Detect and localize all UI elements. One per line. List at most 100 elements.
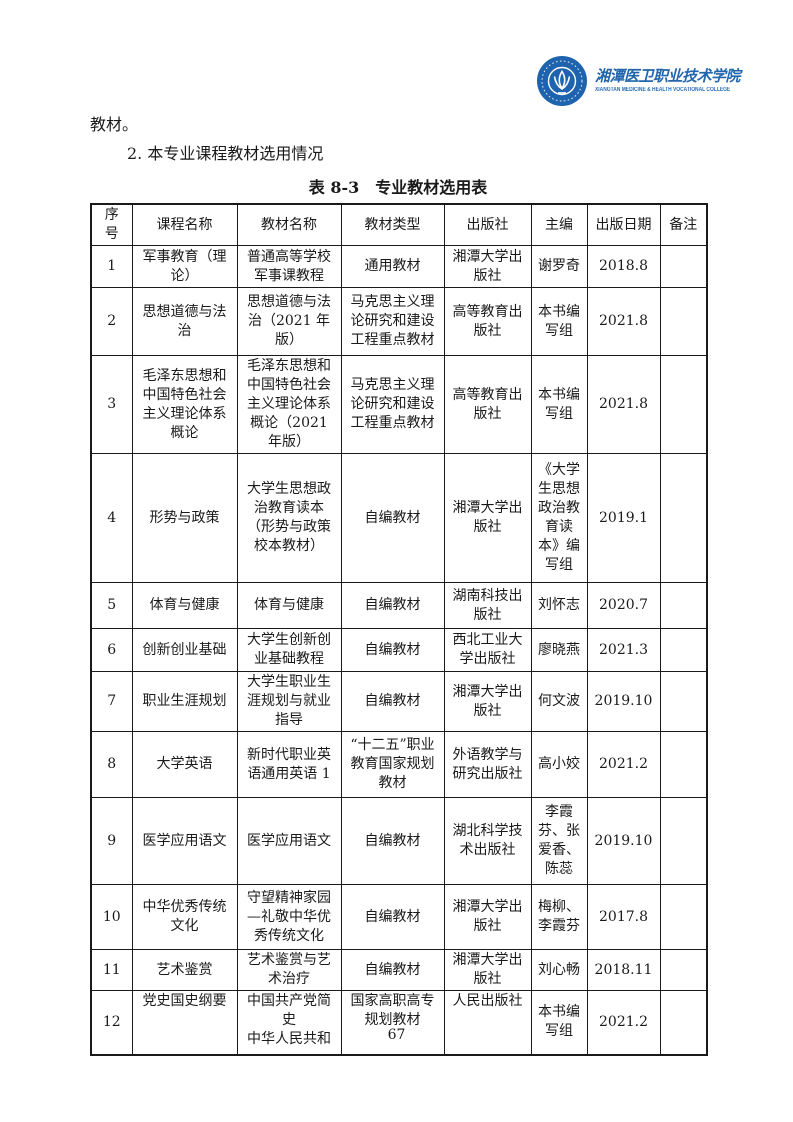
- table-cell: [659, 453, 708, 583]
- college-logo: 湘潭医卫职业技术学院 XIANGTAN MEDICINE & HEALTH VO…: [536, 55, 760, 107]
- table-cell: 2018.11: [586, 949, 661, 991]
- table-cell: 2021.8: [586, 287, 661, 356]
- table-cell: 2019.1: [586, 453, 661, 583]
- table-cell: 湖南科技出版社: [443, 582, 532, 629]
- page-number: 67: [387, 1027, 406, 1043]
- table-cell: 军事教育（理论）: [131, 245, 238, 288]
- table-row: 7 职业生涯规划 大学生职业生涯规划与就业指导 自编教材 湘潭大学出版社 何文波 2019.…: [90, 671, 708, 732]
- table-cell: [659, 355, 708, 454]
- table-cell: 毛泽东思想和中国特色社会主义理论体系概论: [131, 355, 238, 454]
- table-cell: 湘潭大学出版社: [443, 453, 532, 583]
- table-cell: 外语教学与研究出版社: [443, 731, 532, 798]
- table-cell: 湘潭大学出版社: [443, 949, 532, 991]
- table-cell: 自编教材: [340, 453, 445, 583]
- table-cell: 人民出版社: [443, 990, 532, 1055]
- table-row: 5 体育与健康 体育与健康 自编教材 湖南科技出版社 刘怀志 2020.7: [90, 582, 708, 629]
- section-heading: 2. 本专业课程教材选用情况: [127, 144, 324, 163]
- table-cell: 湘潭大学出版社: [443, 884, 532, 950]
- header-cell: 教材类型: [340, 203, 445, 246]
- table-cell: 新时代职业英语通用英语 1: [236, 731, 342, 798]
- table-cell: 2021.2: [586, 731, 661, 798]
- table-cell: 2020.7: [586, 582, 661, 629]
- table-row: 11 艺术鉴赏 艺术鉴赏与艺术治疗 自编教材 湘潭大学出版社 刘心畅 2018.11: [90, 949, 708, 991]
- header-cell: 出版社: [443, 203, 532, 246]
- table-cell: 2021.3: [586, 628, 661, 672]
- table-caption: 表 8-3 专业教材选用表: [308, 178, 488, 197]
- table-cell: [659, 949, 708, 991]
- table-cell: 大学生创新创业基础教程: [236, 628, 342, 672]
- table-cell: 2019.10: [586, 671, 661, 732]
- table-cell: 6: [90, 628, 133, 672]
- header-cell: 出版日期: [586, 203, 661, 246]
- table-cell: 9: [90, 797, 133, 885]
- header-cell: 主编: [530, 203, 588, 246]
- table-cell: 马克思主义理论研究和建设工程重点教材: [340, 355, 445, 454]
- table-cell: 中华优秀传统文化: [131, 884, 238, 950]
- table-cell: 湘潭大学出版社: [443, 245, 532, 288]
- table-cell: 2018.8: [586, 245, 661, 288]
- table-cell: 创新创业基础: [131, 628, 238, 672]
- table-cell: [659, 884, 708, 950]
- table-cell: 职业生涯规划: [131, 671, 238, 732]
- table-cell: 刘心畅: [530, 949, 588, 991]
- table-cell: 自编教材: [340, 797, 445, 885]
- table-row: 10 中华优秀传统文化 守望精神家园—礼敬中华优秀传统文化 自编教材 湘潭大学出版社 梅柳…: [90, 884, 708, 950]
- table-cell: 自编教材: [340, 628, 445, 672]
- table-cell: 何文波: [530, 671, 588, 732]
- table-cell: 8: [90, 731, 133, 798]
- header-cell: 备注: [659, 203, 708, 246]
- table-cell: 刘怀志: [530, 582, 588, 629]
- table-cell: 2021.8: [586, 355, 661, 454]
- header-cell: 教材名称: [236, 203, 342, 246]
- table-cell: 思想道德与法治: [131, 287, 238, 356]
- table-row: 8 大学英语 新时代职业英语通用英语 1 “十二五”职业教育国家规划教材 外语教学与研究…: [90, 731, 708, 798]
- table-cell: 思想道德与法治（2021 年版）: [236, 287, 342, 356]
- table-cell: 高等教育出版社: [443, 287, 532, 356]
- table-cell: 2: [90, 287, 133, 356]
- textbook-table: 序号 课程名称 教材名称 教材类型 出版社 主编 出版日期 备注 1 军事教育（理论） 普通高等学…: [90, 203, 708, 1056]
- table-cell: 2021.2: [586, 990, 661, 1055]
- college-name-cn: 湘潭医卫职业技术学院: [595, 67, 741, 85]
- table-cell: “十二五”职业教育国家规划教材: [340, 731, 445, 798]
- table-cell: 党史国史纲要: [131, 990, 238, 1055]
- table-cell: 高小姣: [530, 731, 588, 798]
- table-cell: [659, 287, 708, 356]
- table-row: 6 创新创业基础 大学生创新创业基础教程 自编教材 西北工业大学出版社 廖晓燕 2021.3: [90, 628, 708, 672]
- table-cell: 谢罗奇: [530, 245, 588, 288]
- table-cell: 湖北科学技术出版社: [443, 797, 532, 885]
- table-row: 12 党史国史纲要 中国共产党简 史 中华人民共和 国家高职高专规划教材 人民出版社 本书…: [90, 990, 708, 1055]
- table-cell: 李霞芬、张爱香、陈蕊: [530, 797, 588, 885]
- table-cell: 2017.8: [586, 884, 661, 950]
- table-cell: [659, 797, 708, 885]
- header-cell: 课程名称: [131, 203, 238, 246]
- table-row: 9 医学应用语文 医学应用语文 自编教材 湖北科学技术出版社 李霞芬、张爱香、陈蕊 2019…: [90, 797, 708, 885]
- table-cell: 7: [90, 671, 133, 732]
- table-cell: 艺术鉴赏与艺术治疗: [236, 949, 342, 991]
- table-row: 1 军事教育（理论） 普通高等学校军事课教程 通用教材 湘潭大学出版社 谢罗奇 2018.8: [90, 245, 708, 288]
- table-cell: 本书编写组: [530, 990, 588, 1055]
- table-cell: [659, 731, 708, 798]
- table-cell: [659, 628, 708, 672]
- header-cell: 序号: [90, 203, 133, 246]
- table-cell: 国家高职高专规划教材: [340, 990, 445, 1055]
- table-cell: 大学英语: [131, 731, 238, 798]
- table-cell: 普通高等学校军事课教程: [236, 245, 342, 288]
- table-cell: 《大学生思想政治教育读本》编写组: [530, 453, 588, 583]
- table-cell: 湘潭大学出版社: [443, 671, 532, 732]
- table-cell: 医学应用语文: [236, 797, 342, 885]
- table-row: 3 毛泽东思想和中国特色社会主义理论体系概论 毛泽东思想和中国特色社会主义理论体系概…: [90, 355, 708, 454]
- table-row: 4 形势与政策 大学生思想政治教育读本（形势与政策校本教材） 自编教材 湘潭大学出版社《…: [90, 453, 708, 583]
- paragraph-tail-text: 教材。: [90, 115, 139, 134]
- table-cell: 廖晓燕: [530, 628, 588, 672]
- table-cell: 马克思主义理论研究和建设工程重点教材: [340, 287, 445, 356]
- table-cell: 4: [90, 453, 133, 583]
- table-cell: 通用教材: [340, 245, 445, 288]
- table-cell: [659, 245, 708, 288]
- table-cell: 毛泽东思想和中国特色社会主义理论体系概论（2021 年版）: [236, 355, 342, 454]
- table-cell: 大学生思想政治教育读本（形势与政策校本教材）: [236, 453, 342, 583]
- table-cell: [659, 671, 708, 732]
- table-cell: 2019.10: [586, 797, 661, 885]
- table-cell: 自编教材: [340, 884, 445, 950]
- table-cell: 体育与健康: [236, 582, 342, 629]
